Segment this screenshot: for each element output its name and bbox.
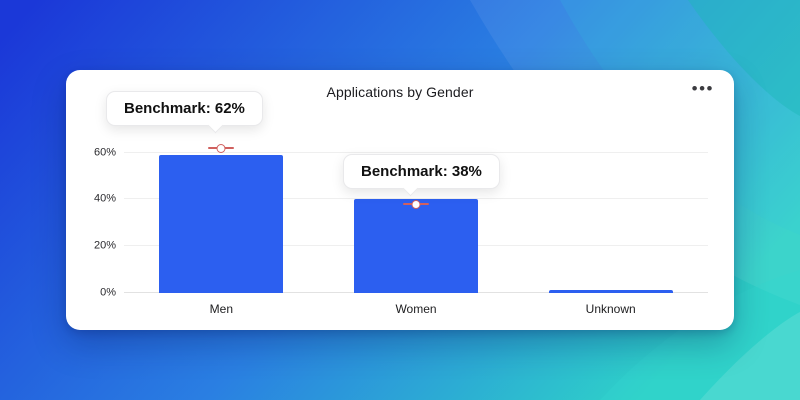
benchmark-marker-men[interactable] <box>208 143 235 153</box>
x-axis-label-men: Men <box>209 302 233 316</box>
chart-title: Applications by Gender <box>326 84 474 100</box>
y-axis-tick-label: 0% <box>100 286 116 299</box>
benchmark-marker-women[interactable] <box>403 199 429 209</box>
bar-unknown[interactable] <box>548 289 673 293</box>
bar-columns: Men Women Unknown <box>124 141 708 316</box>
column-women: Women <box>319 141 514 316</box>
tooltip-tail-icon <box>207 117 224 133</box>
benchmark-dot-icon <box>411 199 421 209</box>
ellipsis-icon: ••• <box>691 79 714 98</box>
benchmark-tooltip-women: Benchmark: 38% <box>343 154 500 196</box>
x-axis-label-women: Women <box>395 302 437 316</box>
bar-women[interactable] <box>354 199 478 293</box>
chart-card: Applications by Gender ••• 0% 20% 40% 60… <box>66 70 734 330</box>
column-men: Men <box>124 141 319 316</box>
background-curve-decoration <box>600 270 800 400</box>
bar-men[interactable] <box>159 155 284 293</box>
x-axis-label-unknown: Unknown <box>585 302 636 316</box>
column-unknown: Unknown <box>513 141 708 316</box>
background-corner-decoration <box>688 0 800 116</box>
background-curve-decoration <box>700 312 800 400</box>
plot-area: 0% 20% 40% 60% Men Women <box>94 141 708 316</box>
benchmark-tooltip-men: Benchmark: 62% <box>106 91 263 133</box>
benchmark-dot-icon <box>216 143 226 153</box>
gridline-40 <box>124 198 708 200</box>
gridline-60 <box>124 151 708 153</box>
y-axis-tick-label: 20% <box>93 239 116 252</box>
benchmark-tooltip-men-label: Benchmark: 62% <box>124 100 245 117</box>
y-axis-tick-label: 40% <box>93 192 116 205</box>
y-axis-tick-label: 60% <box>93 146 116 159</box>
more-options-button[interactable]: ••• <box>688 74 718 103</box>
benchmark-tooltip-women-label: Benchmark: 38% <box>361 163 482 180</box>
